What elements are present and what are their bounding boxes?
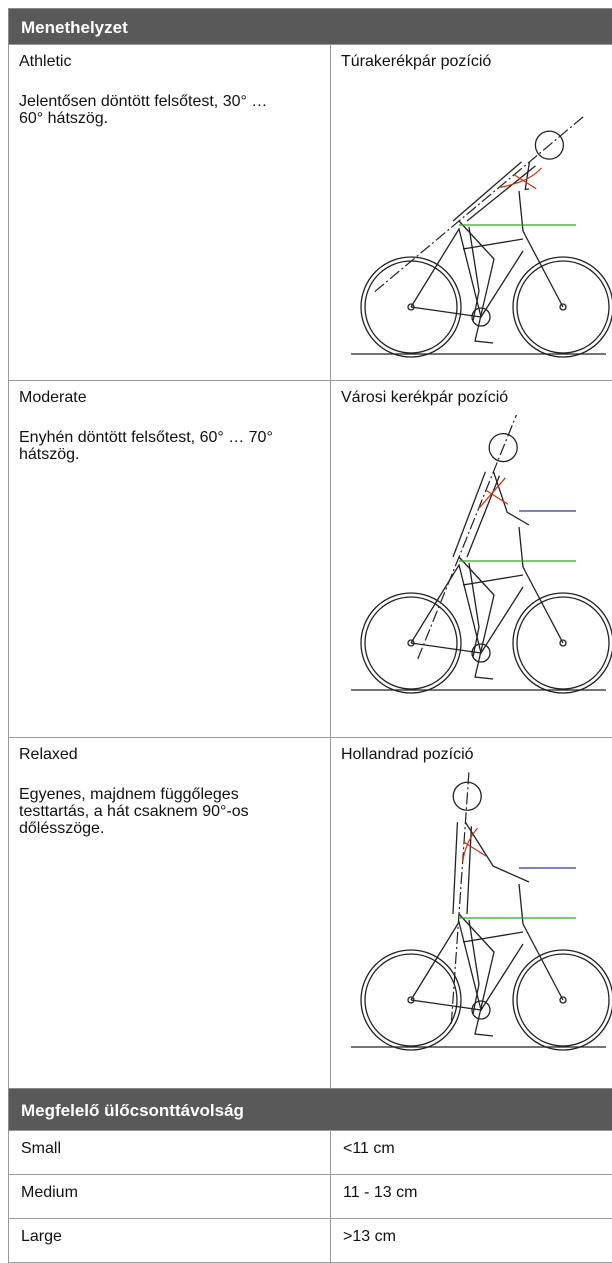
wheel <box>364 953 458 1047</box>
chainring <box>471 1000 491 1020</box>
hub <box>559 303 567 311</box>
bike-frame <box>410 526 564 654</box>
chainring <box>471 307 491 327</box>
size-value: 11 - 13 cm <box>330 1174 612 1219</box>
image-cell: Túrakerékpár pozíció <box>330 44 612 381</box>
bike-frame <box>410 883 564 1011</box>
page: {"header": {"title": "Menethelyzet"}, "p… <box>8 8 612 1263</box>
wheel <box>516 260 610 354</box>
rider-leg <box>458 220 495 344</box>
position-description: Egyenes, majdnem függőleges testtartás, … <box>19 786 249 837</box>
image-cell: Hollandrad pozíció <box>330 737 612 1089</box>
wheel <box>360 592 462 694</box>
position-cell: Relaxed Egyenes, majdnem függőleges testt… <box>8 737 331 1089</box>
rider-torso <box>452 471 501 558</box>
size-value: >13 cm <box>330 1218 612 1263</box>
wheel <box>516 953 610 1047</box>
rider-head <box>488 432 518 463</box>
bike-illustration <box>351 772 612 1051</box>
back-angle <box>498 167 542 190</box>
size-name: Small <box>8 1130 331 1175</box>
back-angle <box>462 827 487 863</box>
position-name: Athletic <box>19 53 72 70</box>
rider-arm <box>524 161 531 191</box>
axis-line <box>374 114 586 293</box>
wheel <box>360 256 462 358</box>
hub <box>559 639 567 647</box>
size-name: Medium <box>8 1174 331 1219</box>
rider-torso <box>452 161 536 222</box>
section-header: Menethelyzet <box>8 8 612 45</box>
position-description: Enyhén döntött felsőtest, 60° … 70° háts… <box>19 429 273 463</box>
bike-frame <box>410 190 564 318</box>
position-name: Moderate <box>19 389 87 406</box>
position-cell: Athletic Jelentősen döntött felsőtest, 30… <box>8 44 331 381</box>
rider-arm <box>464 821 530 883</box>
axis-line <box>450 772 470 1024</box>
size-value: <11 cm <box>330 1130 612 1175</box>
wheel <box>512 256 612 358</box>
section-header: Megfelelő ülőcsonttávolság <box>8 1088 612 1131</box>
size-name: Large <box>8 1218 331 1263</box>
rider-head <box>452 781 482 811</box>
rider-leg <box>458 913 495 1037</box>
back-angle <box>478 477 509 510</box>
position-cell: Moderate Enyhén döntött felsőtest, 60° … … <box>8 380 331 738</box>
wheel <box>360 949 462 1051</box>
rider-leg <box>458 556 495 680</box>
wheel <box>364 596 458 690</box>
position-description: Jelentősen döntött felsőtest, 30° … 60° … <box>19 93 268 127</box>
rider-arm <box>492 471 530 526</box>
rider-torso <box>452 822 473 915</box>
image-title: Túrakerékpár pozíció <box>341 53 492 70</box>
axis-line <box>417 415 518 660</box>
wheel <box>512 949 612 1051</box>
rider-head <box>534 130 565 160</box>
wheel <box>512 592 612 694</box>
bike-illustration <box>351 114 612 358</box>
chainring <box>471 643 491 663</box>
image-cell: Városi kerékpár pozíció <box>330 380 612 738</box>
image-title: Hollandrad pozíció <box>341 746 474 763</box>
bike-illustration <box>351 415 612 694</box>
position-name: Relaxed <box>19 746 78 763</box>
wheel <box>516 596 610 690</box>
image-title: Városi kerékpár pozíció <box>341 389 509 406</box>
hub <box>559 996 567 1004</box>
